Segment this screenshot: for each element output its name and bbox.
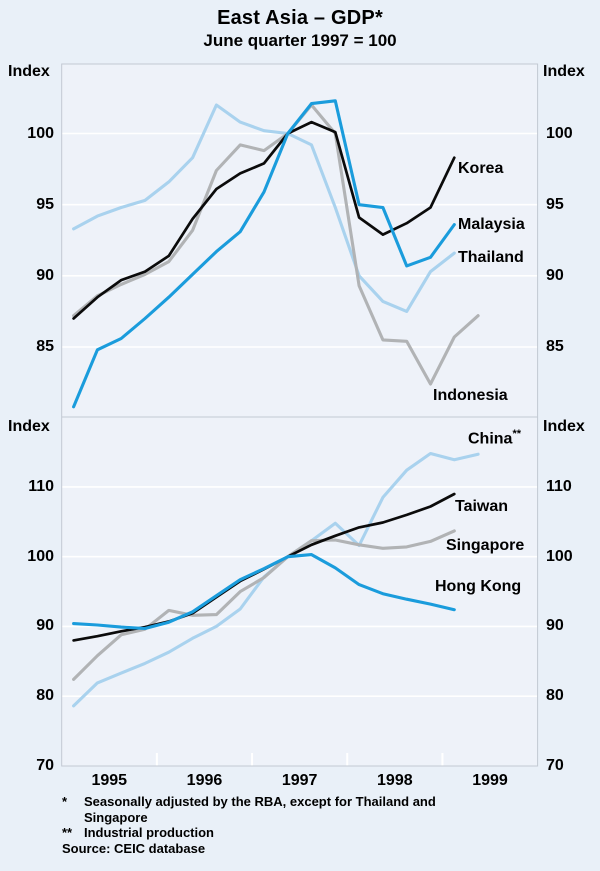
line-series-malaysia bbox=[72, 99, 456, 409]
line-series-hong-kong bbox=[72, 553, 456, 631]
footnote-2: ** Industrial production bbox=[62, 825, 562, 841]
footnote-2-marker: ** bbox=[62, 825, 73, 840]
line-series-thailand bbox=[72, 103, 456, 313]
y-tick-label: 100 bbox=[27, 547, 54, 565]
series-label-hongkong: Hong Kong bbox=[435, 578, 522, 595]
y-tick-label: 95 bbox=[546, 195, 564, 213]
line-series-indonesia bbox=[72, 103, 480, 386]
x-tick-label: 1998 bbox=[377, 772, 413, 789]
y-tick-label: 95 bbox=[36, 195, 54, 213]
index-axis-label-bottom-left: Index bbox=[8, 418, 50, 435]
series-label-indonesia: Indonesia bbox=[433, 387, 508, 404]
chart-subtitle: June quarter 1997 = 100 bbox=[203, 31, 397, 50]
source-note: Source: CEIC database bbox=[62, 840, 206, 856]
line-series-singapore bbox=[72, 529, 456, 681]
index-axis-label-top-right: Index bbox=[543, 63, 585, 80]
y-tick-label: 70 bbox=[36, 756, 54, 774]
x-tick-label: 1999 bbox=[472, 772, 508, 789]
series-label-taiwan: Taiwan bbox=[455, 498, 509, 515]
index-axis-label-top-left: Index bbox=[8, 63, 50, 80]
y-tick-label: 85 bbox=[546, 337, 564, 355]
y-tick-label: 110 bbox=[28, 477, 54, 495]
y-tick-label: 100 bbox=[27, 124, 54, 142]
y-tick-label: 110 bbox=[546, 477, 572, 495]
china-footnote-marker: ** bbox=[512, 428, 522, 440]
y-tick-label: 80 bbox=[36, 687, 54, 705]
footnote-1: * Seasonally adjusted by the RBA, except… bbox=[62, 794, 562, 825]
footnote-2-text: Industrial production bbox=[84, 825, 214, 840]
y-tick-label: 100 bbox=[546, 547, 573, 565]
y-tick-label: 90 bbox=[36, 266, 54, 284]
series-label-singapore: Singapore bbox=[446, 537, 525, 554]
chart-title: East Asia – GDP* bbox=[217, 7, 383, 29]
y-tick-label: 90 bbox=[546, 266, 564, 284]
y-tick-label: 100 bbox=[546, 124, 573, 142]
y-tick-label: 90 bbox=[546, 617, 564, 635]
footnote-1-line1: Seasonally adjusted by the RBA, except f… bbox=[84, 794, 436, 809]
y-tick-label: 90 bbox=[36, 617, 54, 635]
index-axis-label-bottom-right: Index bbox=[543, 418, 585, 435]
plot-area-background bbox=[61, 64, 538, 766]
series-label-china: China** bbox=[468, 428, 522, 448]
footnote-1-line2: Singapore bbox=[84, 809, 148, 825]
series-label-korea: Korea bbox=[458, 160, 504, 177]
x-tick-label: 1997 bbox=[281, 772, 318, 789]
x-tick-label: 1996 bbox=[186, 772, 223, 789]
plot-frame bbox=[61, 63, 539, 767]
footnotes: * Seasonally adjusted by the RBA, except… bbox=[62, 794, 562, 856]
y-tick-label: 70 bbox=[546, 756, 564, 774]
series-label-malaysia: Malaysia bbox=[458, 216, 525, 233]
footnote-1-marker: * bbox=[62, 794, 68, 809]
series-label-thailand: Thailand bbox=[458, 249, 524, 266]
y-tick-label: 80 bbox=[546, 687, 564, 705]
x-tick-label: 1995 bbox=[91, 772, 128, 789]
y-tick-label: 85 bbox=[36, 337, 54, 355]
